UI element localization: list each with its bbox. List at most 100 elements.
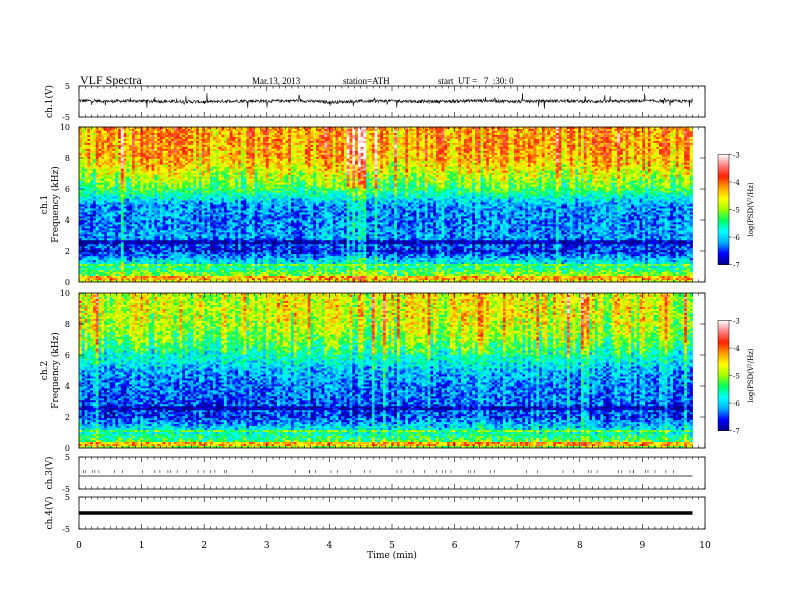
- ch1-spectrogram-cell: [494, 132, 498, 136]
- ch1-spectrogram-cell: [123, 128, 127, 132]
- ch1-spectrogram-cell: [363, 130, 367, 134]
- ch1-spectrogram-cell: [488, 136, 493, 140]
- ch1-spectrogram-cell: [154, 132, 158, 136]
- ch1-spectrogram-cell: [672, 127, 677, 130]
- ch1-spectrogram-cell: [477, 130, 481, 134]
- ch1-spectrogram-cell: [171, 138, 175, 142]
- ch1-spectrogram-cell: [201, 127, 205, 130]
- ch1-spectrogram-cell: [636, 134, 640, 138]
- ch1-spectrogram-cell: [494, 138, 498, 142]
- ch1-spectrogram-cell: [617, 134, 621, 138]
- ch1-spectrogram-cell: [232, 132, 236, 136]
- ch1-spectrogram-cell: [349, 136, 353, 140]
- ch1-spectrogram-cell: [193, 134, 197, 138]
- ch1-spectrogram-cell: [544, 127, 548, 130]
- ch1-spectrogram-cell: [101, 138, 105, 142]
- ch1-spectrogram-cell: [488, 128, 493, 132]
- ch1-spectrogram-cell: [371, 136, 375, 140]
- ch1-spectrogram-cell: [672, 132, 677, 136]
- ch1-spectrogram-cell: [645, 128, 649, 132]
- ch1-spectrogram-cell: [416, 128, 420, 132]
- ch1-spectrogram-cell: [480, 128, 484, 132]
- ch1-spectrogram-cell: [79, 128, 83, 132]
- ch1-spectrogram-cell: [321, 134, 325, 138]
- ch1-spectrogram-cell: [433, 136, 437, 140]
- ch1-spectrogram-cell: [207, 132, 211, 136]
- ch1-spectrogram-cell: [346, 128, 350, 132]
- ch1-spectrogram-cell: [109, 128, 113, 132]
- ch1-spectrogram-cell: [165, 140, 169, 144]
- ch1-spectrogram-cell: [338, 136, 342, 140]
- ch1-spectrogram-cell: [681, 128, 685, 132]
- ch1-spectrogram-cell: [486, 136, 490, 140]
- ch1-spectrogram-cell: [539, 136, 543, 140]
- ch1-spectrogram-cell: [385, 138, 389, 142]
- ch1-spectrogram-cell: [196, 136, 200, 140]
- ch1-spectrogram-cell: [667, 136, 671, 140]
- ch1-spectrogram-cell: [377, 128, 381, 132]
- ch1-spectrogram-cell: [396, 140, 401, 144]
- ch1-spectrogram-cell: [254, 132, 258, 136]
- ch1-spectrogram-cell: [363, 134, 367, 138]
- ch1-spectrogram-cell: [664, 134, 668, 138]
- ch1-spectrogram-cell: [586, 132, 590, 136]
- ch1-spectrogram-cell: [474, 138, 479, 142]
- ch1-spectrogram-cell: [246, 136, 250, 140]
- ch1-spectrogram-cell: [92, 130, 97, 134]
- ch1-spectrogram-cell: [413, 128, 417, 132]
- ch1-spectrogram-cell: [95, 136, 99, 140]
- ch1-spectrogram-cell: [441, 128, 445, 132]
- ch1-spectrogram-cell: [118, 130, 122, 134]
- ch1-spectrogram-cell: [511, 134, 515, 138]
- ch1-spectrogram-cell: [162, 130, 166, 134]
- ch1-spectrogram-cell: [243, 127, 247, 130]
- ch1-spectrogram-cell: [79, 140, 83, 144]
- ch1-spectrogram-cell: [129, 127, 133, 130]
- ch1-spectrogram-cell: [369, 138, 373, 142]
- ch1-spectrogram-cell: [84, 132, 88, 136]
- ch1-spectrogram-cell: [402, 132, 406, 136]
- ch1-spectrogram-cell: [444, 132, 448, 136]
- ch1-spectrogram-cell: [302, 127, 306, 130]
- ch1-spectrogram-cell: [488, 138, 493, 142]
- ch1-spectrogram-cell: [608, 130, 613, 134]
- ch1-spectrogram-cell: [491, 130, 495, 134]
- ch1-spectrogram-cell: [157, 130, 161, 134]
- ch1-spectrogram-cell: [516, 132, 520, 136]
- ch1-spectrogram-cell: [329, 132, 334, 136]
- ch1-spectrogram-cell: [134, 140, 138, 144]
- ch1-spectrogram-cell: [494, 130, 498, 134]
- ch1-spectrogram-cell: [190, 134, 194, 138]
- ch1-spectrogram-cell: [681, 138, 685, 142]
- ch1-spectrogram-cell: [391, 132, 395, 136]
- ch1-spectrogram-cell: [530, 132, 534, 136]
- ch1-spectrogram-cell: [341, 134, 345, 138]
- ch1-spectrogram-cell: [642, 134, 646, 138]
- ch1-spectrogram-cell: [112, 136, 116, 140]
- ch1-spectrogram-cell: [597, 138, 601, 142]
- ch1-spectrogram-cell: [558, 127, 562, 130]
- ch1-spectrogram-cell: [631, 134, 635, 138]
- ch1-spectrogram-cell: [633, 134, 638, 138]
- ch1-spectrogram-cell: [310, 134, 314, 138]
- ch1-spectrogram-cell: [561, 127, 565, 130]
- ch1-spectrogram-cell: [235, 130, 239, 134]
- ch1-spectrogram-cell: [151, 130, 155, 134]
- ch1-spectrogram-cell: [606, 127, 610, 130]
- ch1-spectrogram-cell: [424, 127, 428, 130]
- ch1-spectrogram-cell: [491, 136, 495, 140]
- ch1-spectrogram-cell: [606, 132, 610, 136]
- ch1-spectrogram-cell: [608, 134, 613, 138]
- ch1-spectrogram-cell: [81, 132, 85, 136]
- ch1-spectrogram-cell: [631, 138, 635, 142]
- ch1-spectrogram-cell: [438, 127, 442, 130]
- ch1-spectrogram-cell: [357, 138, 362, 142]
- ch1-spectrogram-cell: [606, 136, 610, 140]
- ch1-spectrogram-cell: [263, 127, 267, 130]
- ch1-spectrogram-cell: [207, 136, 211, 140]
- ch1-spectrogram-cell: [321, 128, 325, 132]
- ch1-spectrogram-cell: [553, 138, 557, 142]
- ch1-spectrogram-cell: [480, 134, 484, 138]
- ch1-spectrogram-cell: [421, 130, 426, 134]
- ch1-spectrogram-cell: [131, 134, 136, 138]
